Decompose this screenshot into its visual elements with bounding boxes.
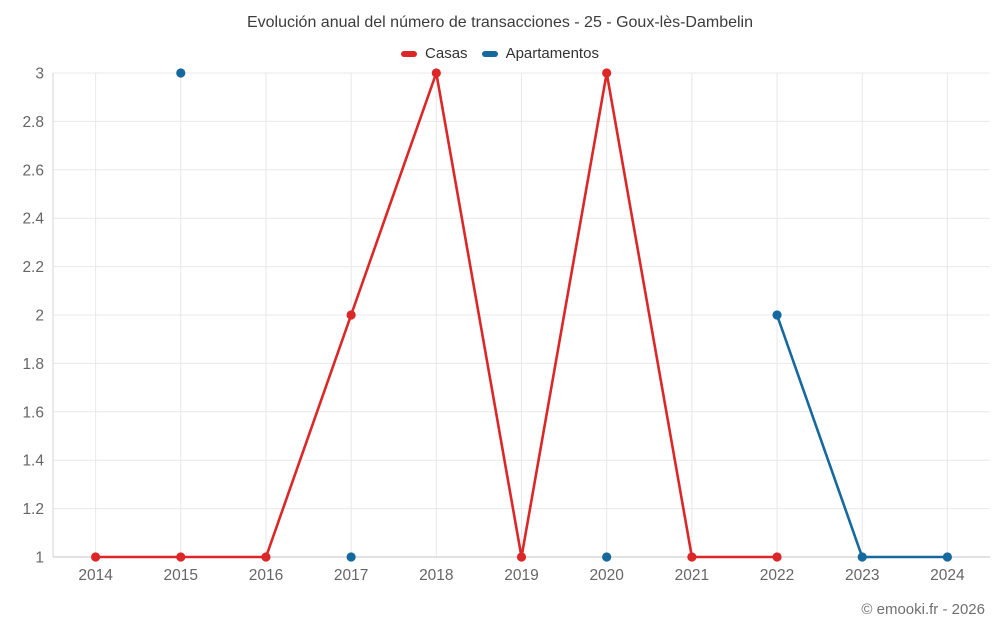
y-axis-labels: 1 1.2 1.4 1.6 1.8 2 2.2 2.4 2.6 2.8 3 (22, 66, 44, 567)
data-point[interactable] (90, 552, 101, 562)
x-tick-label: 2015 (164, 567, 198, 584)
x-tick-label: 2019 (504, 567, 538, 584)
data-point[interactable] (176, 552, 186, 562)
x-tick-label: 2014 (78, 567, 113, 584)
y-tick-label: 1.4 (22, 453, 44, 470)
x-tick-label: 2024 (930, 567, 965, 584)
y-tick-label: 2.6 (22, 162, 44, 179)
legend-item-apartamentos[interactable]: Apartamentos (481, 45, 599, 62)
series-apartamentos (176, 68, 953, 562)
data-point[interactable] (602, 68, 612, 78)
chart-title: Evolución anual del número de transaccio… (246, 14, 754, 31)
data-point[interactable] (431, 68, 441, 78)
data-point[interactable] (687, 552, 697, 562)
x-tick-label: 2020 (589, 567, 624, 584)
data-point[interactable] (261, 552, 271, 562)
x-tick-label: 2021 (675, 567, 709, 584)
x-tick-label: 2022 (760, 567, 794, 584)
y-tick-label: 1 (35, 550, 44, 567)
legend-item-casas[interactable]: Casas (401, 45, 468, 62)
gridlines (53, 72, 990, 558)
x-tick-label: 2023 (845, 567, 879, 584)
y-tick-label: 3 (35, 66, 44, 83)
data-point[interactable] (346, 310, 356, 320)
data-point[interactable] (176, 68, 186, 78)
y-tick-label: 2.8 (22, 114, 44, 131)
series-casas (90, 68, 782, 562)
data-point[interactable] (772, 310, 782, 320)
data-point[interactable] (516, 552, 527, 562)
y-tick-label: 1.6 (22, 404, 44, 421)
casas-series-swatch-icon (401, 50, 418, 57)
y-tick-label: 2 (35, 308, 44, 325)
y-tick-label: 2.4 (22, 211, 44, 228)
data-point[interactable] (602, 552, 612, 562)
x-axis-labels: 2014 2015 2016 2017 2018 2019 2020 2021 2022 2023… (78, 567, 965, 584)
y-tick-label: 1.8 (22, 356, 44, 373)
y-tick-label: 1.2 (22, 501, 44, 518)
legend-label-apartamentos: Apartamentos (505, 45, 599, 62)
data-point[interactable] (346, 552, 356, 562)
chart-legend: Casas Apartamentos (0, 45, 1000, 62)
data-point[interactable] (857, 552, 867, 562)
data-point[interactable] (942, 552, 953, 562)
x-tick-label: 2017 (334, 567, 368, 584)
legend-label-casas: Casas (425, 45, 468, 62)
data-point[interactable] (772, 552, 782, 562)
apartamentos-series-swatch-icon (481, 50, 498, 57)
copyright-text: © emooki.fr - 2026 (861, 601, 985, 618)
x-tick-label: 2016 (249, 567, 283, 584)
x-tick-label: 2018 (419, 567, 453, 584)
y-tick-label: 2.2 (22, 259, 44, 276)
